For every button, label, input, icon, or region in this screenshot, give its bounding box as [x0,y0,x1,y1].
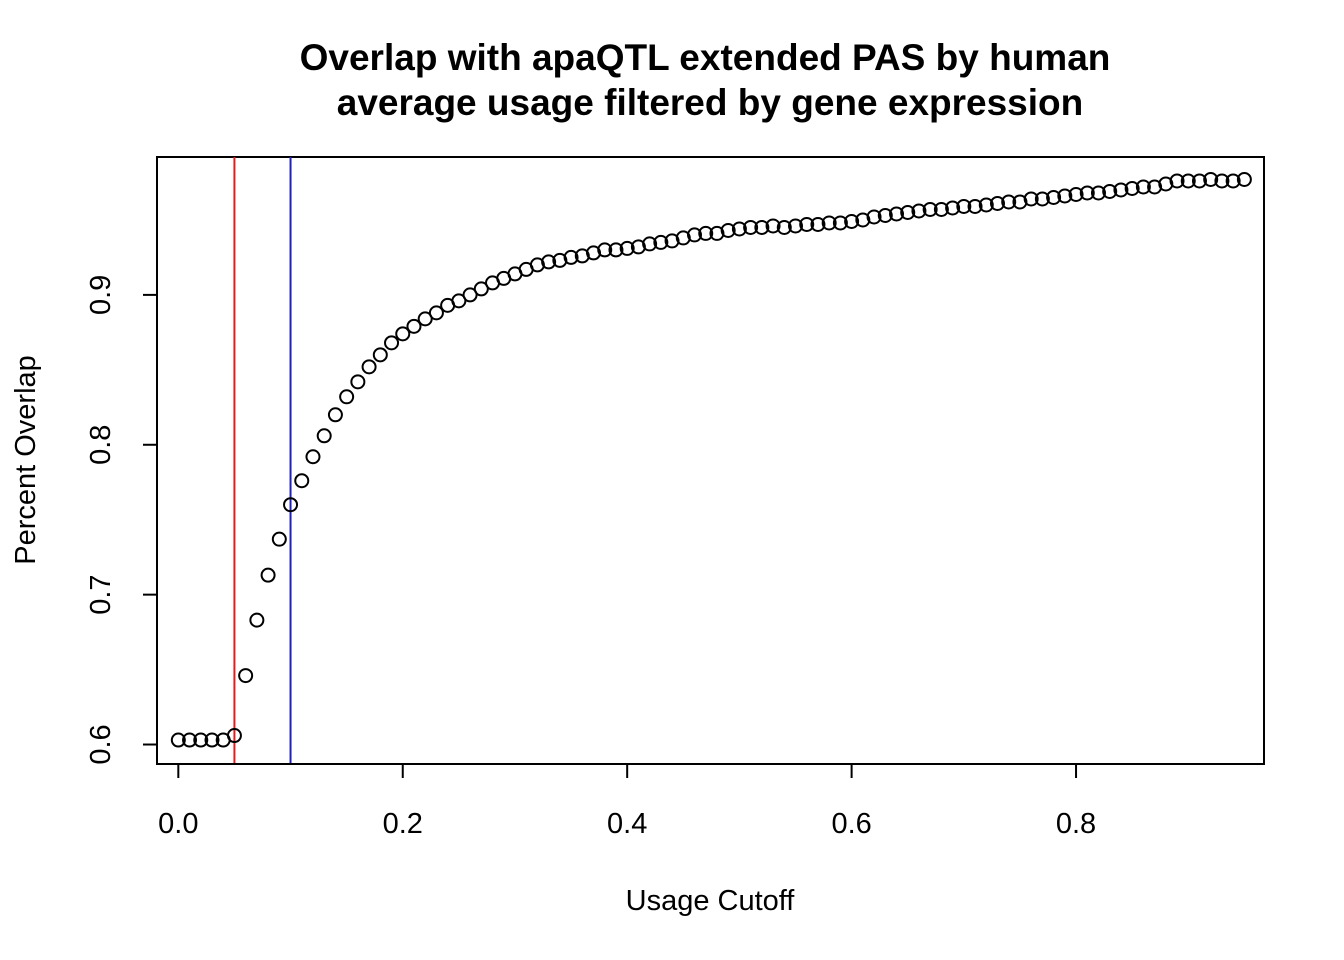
data-point [417,311,433,327]
data-point [283,497,299,513]
data-point [844,213,860,229]
data-points [170,171,1252,748]
data-point [1001,194,1017,210]
data-point [754,219,770,235]
data-point [597,242,613,258]
data-point [462,287,478,303]
x-tick-label: 0.0 [158,808,198,840]
y-tick-label: 0.9 [85,275,117,315]
data-point [1023,191,1039,207]
data-point [743,219,759,235]
data-point [1225,173,1241,189]
data-point [1203,171,1219,187]
data-point [1079,185,1095,201]
data-point [1046,189,1062,205]
data-point [170,732,186,748]
data-point [922,201,938,217]
data-point [1236,171,1252,187]
data-point [305,449,321,465]
y-axis-label: Percent Overlap [10,355,42,565]
data-point [361,359,377,375]
data-point [339,389,355,405]
data-point [1113,182,1129,198]
data-point [933,201,949,217]
data-point [967,198,983,214]
data-point [799,216,815,232]
data-point [989,195,1005,211]
data-point [1169,173,1185,189]
data-point [1135,179,1151,195]
data-point [888,206,904,222]
data-point [911,203,927,219]
reference-lines [233,157,292,764]
data-point [877,207,893,223]
x-tick-label: 0.2 [383,808,423,840]
x-tick-label: 0.6 [831,808,871,840]
data-point [821,215,837,231]
data-point [1214,173,1230,189]
y-tick-label: 0.6 [85,724,117,764]
chart-title-line-2: average usage filtered by gene expressio… [337,82,1084,123]
data-point [249,612,265,628]
y-axis: 0.6 0.7 0.8 0.9 [85,275,158,765]
x-tick-label: 0.4 [607,808,647,840]
data-point [1057,188,1073,204]
data-point [271,531,287,547]
data-point [406,318,422,334]
x-axis-label: Usage Cutoff [626,885,796,917]
data-point [316,428,332,444]
data-point [900,204,916,220]
data-point [372,347,388,363]
data-point [1090,185,1106,201]
data-point [1034,191,1050,207]
x-tick-label: 0.8 [1056,808,1096,840]
data-point [563,249,579,265]
data-point [788,218,804,234]
y-tick-label: 0.8 [85,425,117,465]
data-point [1191,173,1207,189]
data-point [541,254,557,270]
plot-area-frame [156,156,1265,765]
data-point [395,326,411,342]
data-point [945,200,961,216]
data-point [687,227,703,243]
data-point [978,197,994,213]
data-point [1180,173,1196,189]
data-point [294,473,310,489]
chart-title-line-1: Overlap with apaQTL extended PAS by huma… [300,37,1111,78]
data-point [193,732,209,748]
data-point [204,732,220,748]
data-point [720,222,736,238]
data-point [776,219,792,235]
data-point [1124,180,1140,196]
data-point [832,215,848,231]
data-point [327,407,343,423]
data-point [731,221,747,237]
data-point [238,668,254,684]
data-point [384,335,400,351]
data-point [698,225,714,241]
data-point [866,209,882,225]
data-point [451,293,467,309]
data-point [260,567,276,583]
data-point [428,305,444,321]
data-point [1068,186,1084,202]
data-point [642,236,658,252]
data-point [226,728,242,744]
y-tick-label: 0.7 [85,574,117,614]
data-point [1102,183,1118,199]
data-point [619,240,635,256]
data-point [473,281,489,297]
data-point [350,374,366,390]
data-point [810,216,826,232]
data-point [653,234,669,250]
data-point [182,732,198,748]
data-point [765,218,781,234]
data-point [608,242,624,258]
x-axis: 0.0 0.2 0.4 0.6 0.8 [158,763,1096,840]
data-point [956,198,972,214]
